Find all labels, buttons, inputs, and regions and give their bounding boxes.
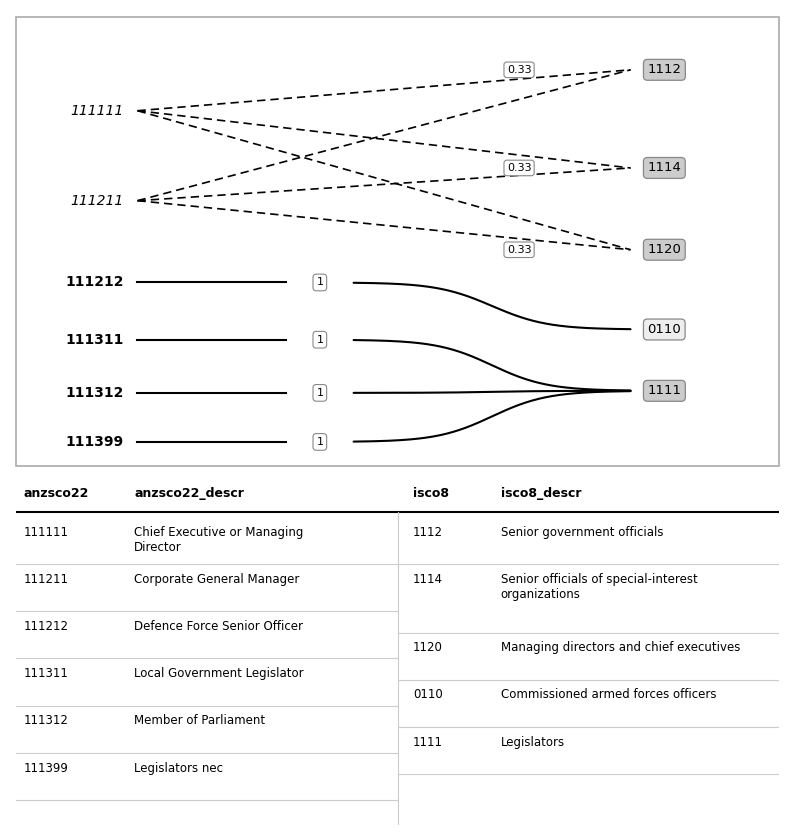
Text: 1: 1 [316,335,324,345]
Text: 111311: 111311 [24,667,68,681]
Text: Legislators: Legislators [501,736,564,749]
Text: 1: 1 [316,388,324,398]
Text: Senior officials of special-interest
organizations: Senior officials of special-interest org… [501,573,697,601]
Text: 111111: 111111 [71,104,124,117]
Text: Chief Executive or Managing
Director: Chief Executive or Managing Director [134,526,304,554]
Text: 111211: 111211 [24,573,68,586]
Text: 111399: 111399 [66,435,124,449]
Text: Member of Parliament: Member of Parliament [134,715,266,727]
Text: 1120: 1120 [413,641,443,654]
Text: 111311: 111311 [66,332,124,347]
Text: Commissioned armed forces officers: Commissioned armed forces officers [501,689,716,701]
Text: 1114: 1114 [647,162,681,174]
Text: 1120: 1120 [647,243,681,257]
Text: 111312: 111312 [66,386,124,400]
Text: 1111: 1111 [647,384,681,397]
Text: 111212: 111212 [65,276,124,289]
Text: isco8: isco8 [413,487,448,500]
Text: isco8_descr: isco8_descr [501,487,581,500]
Text: 0.33: 0.33 [506,245,531,255]
Text: Legislators nec: Legislators nec [134,761,223,775]
Text: 111211: 111211 [71,194,124,207]
Text: anzsco22_descr: anzsco22_descr [134,487,244,500]
Text: 0110: 0110 [413,689,443,701]
Text: Corporate General Manager: Corporate General Manager [134,573,300,586]
Text: 0.33: 0.33 [506,163,531,173]
Text: 0110: 0110 [647,323,681,336]
Text: 1112: 1112 [647,63,681,77]
Text: 1: 1 [316,437,324,447]
Text: Senior government officials: Senior government officials [501,526,663,539]
Text: 111399: 111399 [24,761,68,775]
Text: 1112: 1112 [413,526,443,539]
Text: Defence Force Senior Officer: Defence Force Senior Officer [134,620,303,633]
Text: 111111: 111111 [24,526,68,539]
Text: 0.33: 0.33 [506,65,531,75]
Text: Managing directors and chief executives: Managing directors and chief executives [501,641,740,654]
Text: 1114: 1114 [413,573,443,586]
Text: anzsco22: anzsco22 [24,487,89,500]
Text: 1: 1 [316,277,324,287]
Text: 111212: 111212 [24,620,68,633]
Text: Local Government Legislator: Local Government Legislator [134,667,304,681]
Text: 1111: 1111 [413,736,443,749]
Text: 111312: 111312 [24,715,68,727]
